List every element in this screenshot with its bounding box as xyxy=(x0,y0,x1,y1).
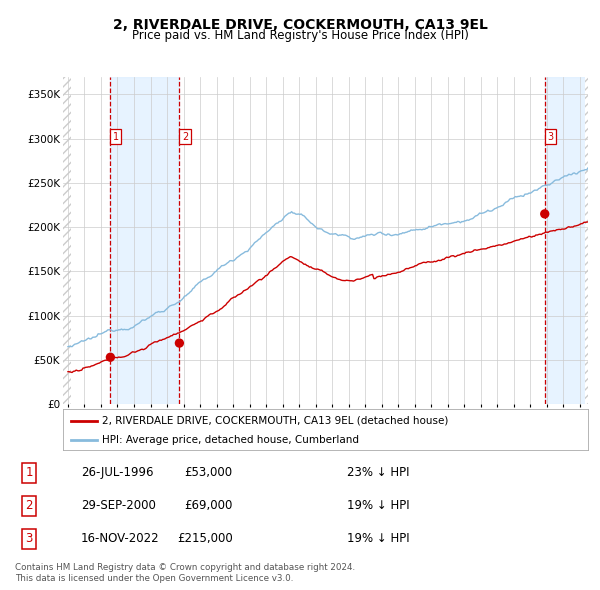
Text: 3: 3 xyxy=(547,132,553,142)
Text: 2: 2 xyxy=(182,132,188,142)
Text: 1: 1 xyxy=(113,132,119,142)
Text: 16-NOV-2022: 16-NOV-2022 xyxy=(81,532,160,546)
Text: 2, RIVERDALE DRIVE, COCKERMOUTH, CA13 9EL: 2, RIVERDALE DRIVE, COCKERMOUTH, CA13 9E… xyxy=(113,18,487,32)
Text: £215,000: £215,000 xyxy=(177,532,233,546)
Text: £69,000: £69,000 xyxy=(184,499,233,513)
Bar xyxy=(584,77,596,404)
Text: HPI: Average price, detached house, Cumberland: HPI: Average price, detached house, Cumb… xyxy=(103,435,359,444)
Text: 26-JUL-1996: 26-JUL-1996 xyxy=(81,466,154,480)
Text: 23% ↓ HPI: 23% ↓ HPI xyxy=(347,466,410,480)
Bar xyxy=(59,77,71,404)
Point xyxy=(540,209,550,219)
Text: Price paid vs. HM Land Registry's House Price Index (HPI): Price paid vs. HM Land Registry's House … xyxy=(131,30,469,42)
Text: 2, RIVERDALE DRIVE, COCKERMOUTH, CA13 9EL (detached house): 2, RIVERDALE DRIVE, COCKERMOUTH, CA13 9E… xyxy=(103,416,449,426)
Point xyxy=(175,339,184,348)
Text: 1: 1 xyxy=(26,466,33,480)
Text: 19% ↓ HPI: 19% ↓ HPI xyxy=(347,499,410,513)
Text: Contains HM Land Registry data © Crown copyright and database right 2024.
This d: Contains HM Land Registry data © Crown c… xyxy=(15,563,355,583)
Text: 19% ↓ HPI: 19% ↓ HPI xyxy=(347,532,410,546)
Text: 29-SEP-2000: 29-SEP-2000 xyxy=(81,499,156,513)
Text: 2: 2 xyxy=(26,499,33,513)
Point xyxy=(106,353,115,362)
Text: 3: 3 xyxy=(26,532,33,546)
Bar xyxy=(110,77,179,404)
Bar xyxy=(545,77,588,404)
Text: £53,000: £53,000 xyxy=(185,466,233,480)
